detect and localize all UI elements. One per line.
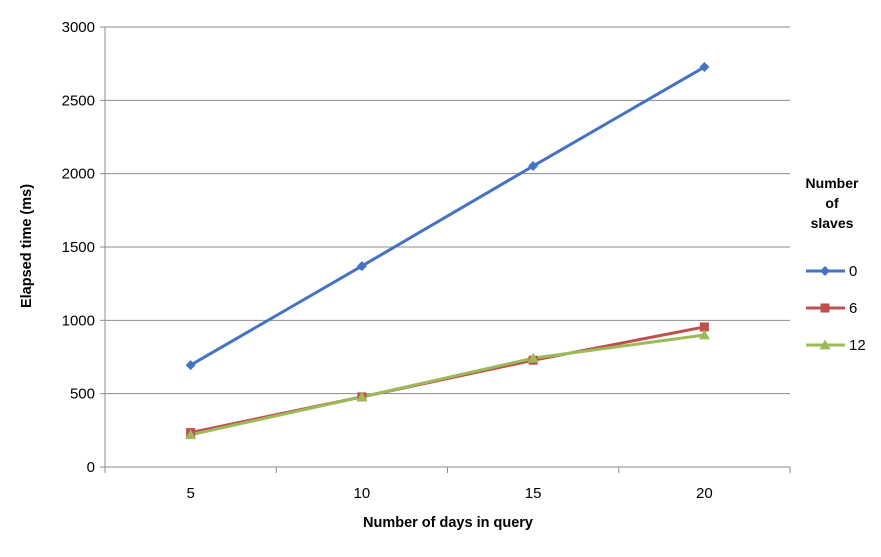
series-lines xyxy=(189,65,706,437)
series-line-12 xyxy=(190,333,705,437)
data-point-series-12 xyxy=(698,329,710,340)
legend-title-line-2: of xyxy=(825,195,839,211)
legend-entries: 0 6 12 xyxy=(806,263,866,354)
y-tick-label: 1500 xyxy=(62,239,95,256)
data-point-series-12 xyxy=(356,391,368,402)
series-markers xyxy=(185,62,710,440)
y-tick-label: 2500 xyxy=(62,92,95,109)
y-tick-label: 500 xyxy=(70,386,95,403)
axes xyxy=(100,26,791,473)
y-tick-label: 2000 xyxy=(62,166,95,183)
data-point-series-0 xyxy=(528,161,539,172)
legend-label: 0 xyxy=(849,263,857,280)
gridlines xyxy=(105,26,790,395)
x-tick-label: 5 xyxy=(186,485,194,502)
data-point-series-0 xyxy=(356,261,367,272)
data-point-series-0 xyxy=(185,360,196,371)
data-point-series-6 xyxy=(699,322,709,332)
x-tick-label: 20 xyxy=(696,485,713,502)
y-tick-label: 0 xyxy=(87,459,95,476)
x-tick-label: 10 xyxy=(354,485,371,502)
legend-entry-6: 6 xyxy=(806,300,857,317)
legend-title-line-1: Number xyxy=(806,175,859,191)
legend-label: 12 xyxy=(849,337,866,354)
legend-label: 6 xyxy=(849,300,857,317)
legend-entry-12: 12 xyxy=(806,337,866,354)
series-line-0 xyxy=(189,65,706,367)
legend-marker xyxy=(820,266,830,276)
x-axis-title: Number of days in query xyxy=(363,515,533,531)
legend-marker xyxy=(820,303,830,313)
y-tick-labels: 0 500 1000 1500 2000 2500 3000 xyxy=(62,19,95,476)
legend-title-line-3: slaves xyxy=(811,215,854,231)
x-tick-label: 15 xyxy=(525,485,542,502)
legend-marker xyxy=(819,339,831,350)
data-point-series-12 xyxy=(527,352,539,363)
legend: Number of slaves 0 6 12 xyxy=(806,175,866,354)
y-tick-label: 1000 xyxy=(62,312,95,329)
data-point-series-12 xyxy=(185,429,197,440)
data-point-series-0 xyxy=(699,62,710,73)
y-axis-title: Elapsed time (ms) xyxy=(19,184,35,308)
y-tick-label: 3000 xyxy=(62,19,95,36)
x-tick-labels: 5 10 15 20 xyxy=(186,485,712,502)
legend-entry-0: 0 xyxy=(806,263,857,280)
